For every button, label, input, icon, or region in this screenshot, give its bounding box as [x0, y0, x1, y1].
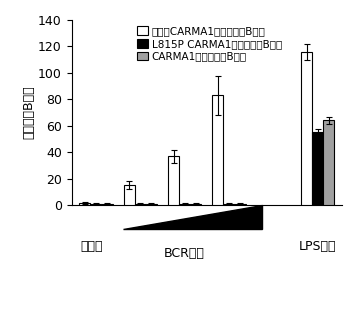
Bar	[235, 204, 246, 205]
Bar	[190, 204, 201, 205]
Legend: 野生型CARMA1を発現するB細胞, L815P CARMA1を発現するB細胞, CARMA1を欠損するB細胞: 野生型CARMA1を発現するB細胞, L815P CARMA1を発現するB細胞,…	[136, 25, 283, 62]
Bar	[223, 204, 235, 205]
Text: BCR刺激: BCR刺激	[164, 247, 205, 260]
Bar	[146, 204, 157, 205]
Bar	[124, 185, 135, 205]
Bar	[79, 203, 90, 205]
Bar	[301, 52, 312, 205]
Bar	[323, 120, 334, 205]
Text: LPS刺激: LPS刺激	[299, 240, 336, 252]
Bar	[168, 156, 179, 205]
Text: 無刺激: 無刺激	[80, 240, 103, 252]
Bar	[101, 204, 112, 205]
Bar	[90, 204, 101, 205]
Bar	[312, 132, 323, 205]
Polygon shape	[124, 205, 262, 229]
Bar	[212, 95, 223, 205]
Y-axis label: 増殖したB細胞: 増殖したB細胞	[22, 86, 35, 139]
Bar	[179, 204, 190, 205]
Bar	[135, 204, 146, 205]
